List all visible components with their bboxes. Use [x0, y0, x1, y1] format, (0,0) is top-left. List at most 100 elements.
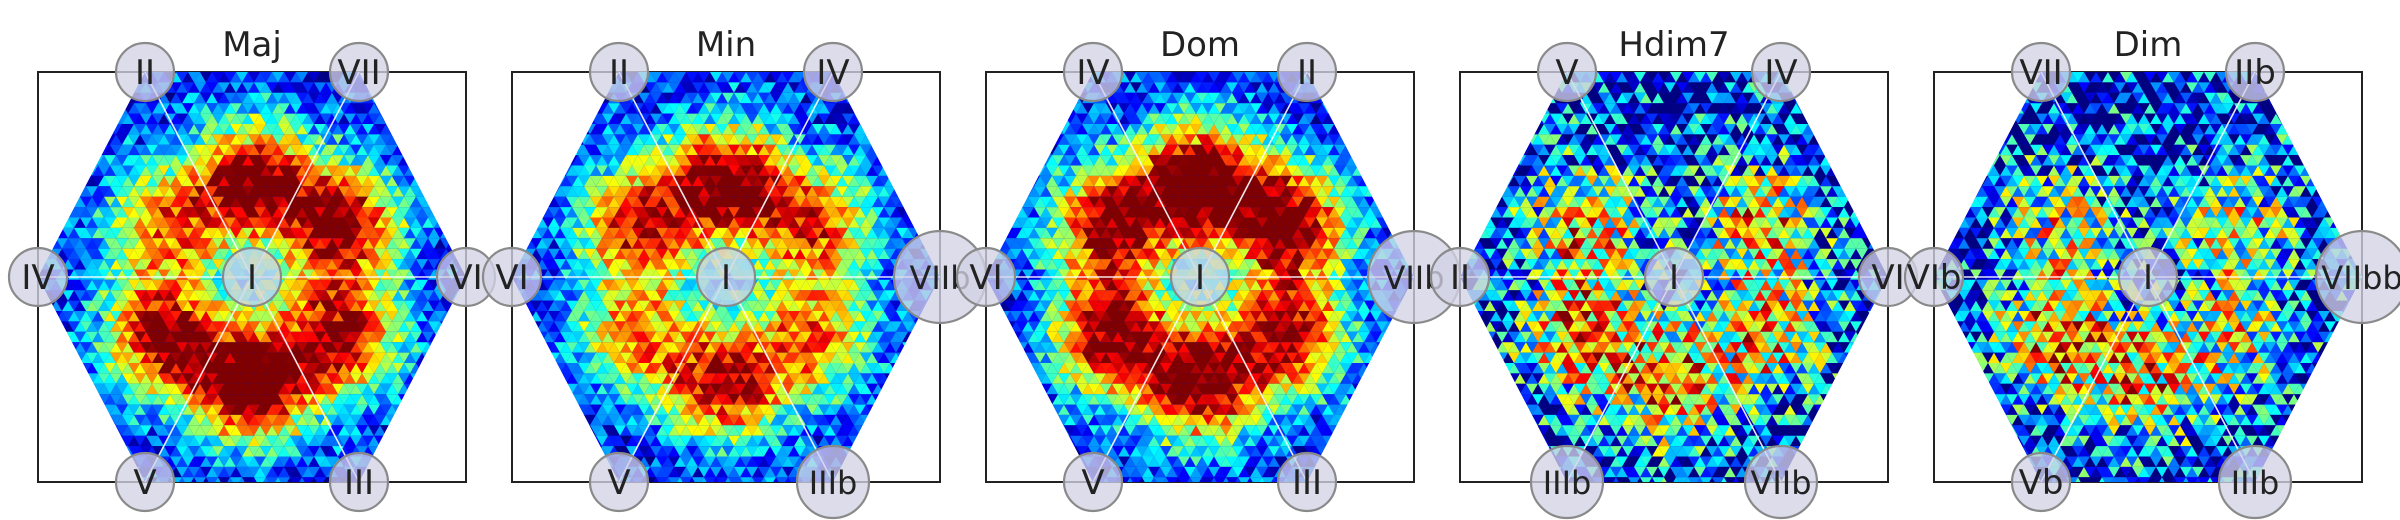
heatmap-cell — [878, 134, 890, 145]
heatmap-cell — [848, 321, 860, 332]
heatmap-cell — [584, 238, 596, 249]
heatmap-cell — [320, 134, 332, 145]
heatmap-cell — [782, 124, 794, 135]
heatmap-cell — [566, 134, 578, 145]
heatmap-cell — [386, 217, 398, 228]
heatmap-cell — [440, 92, 452, 104]
heatmap-cell — [86, 238, 98, 249]
heatmap-cell — [302, 124, 314, 135]
heatmap-cell — [308, 217, 320, 228]
heatmap-cell — [260, 227, 272, 239]
heatmap-cell — [320, 155, 332, 166]
heatmap-cell — [176, 321, 188, 332]
heatmap-cell — [458, 103, 466, 114]
heatmap-cell — [308, 435, 320, 447]
heatmap-cell — [146, 155, 158, 166]
heatmap-cell — [932, 175, 940, 187]
heatmap-cell — [476, 103, 488, 113]
heatmap-cell — [158, 352, 170, 363]
heatmap-cell — [80, 300, 92, 311]
heatmap-cell — [458, 394, 466, 405]
heatmap-cell — [560, 217, 572, 228]
heatmap-cell — [920, 82, 932, 93]
heatmap-cell — [914, 321, 926, 332]
heatmap-cell — [368, 175, 380, 187]
heatmap-cell — [446, 144, 458, 156]
heatmap-cell — [620, 103, 632, 114]
heatmap-cell — [140, 196, 152, 208]
heatmap-cell — [236, 488, 248, 498]
heatmap-cell — [656, 124, 668, 135]
heatmap-cell — [560, 82, 572, 93]
heatmap-cell — [884, 259, 896, 270]
heatmap-cell — [842, 175, 854, 187]
heatmap-cell — [914, 207, 926, 218]
heatmap-cell — [152, 113, 164, 124]
heatmap-cell — [428, 134, 440, 145]
heatmap-cell — [458, 331, 466, 343]
heatmap-cell — [80, 165, 92, 176]
heatmap-cell — [128, 124, 140, 135]
heatmap-cell — [452, 124, 464, 135]
heatmap-cell — [386, 175, 398, 187]
heatmap-cell — [872, 175, 884, 187]
heatmap-cell — [932, 82, 940, 93]
heatmap-cell — [680, 269, 692, 280]
heatmap-cell — [254, 207, 266, 218]
heatmap-cell — [572, 217, 584, 228]
heatmap-cell — [428, 425, 440, 436]
heatmap-cell — [260, 155, 272, 166]
heatmap-cell — [230, 196, 242, 208]
heatmap-cell — [104, 425, 116, 436]
heatmap-cell — [890, 144, 902, 156]
heatmap-cell — [758, 165, 770, 176]
heatmap-cell — [380, 394, 392, 405]
heatmap-cell — [608, 113, 620, 124]
heatmap-cell — [68, 103, 80, 114]
heatmap-cell — [476, 93, 488, 103]
heatmap-cell — [74, 82, 86, 93]
heatmap-cell — [128, 404, 140, 415]
heatmap-cell — [56, 165, 68, 176]
heatmap-cell — [836, 113, 848, 124]
heatmap-cell — [224, 394, 236, 405]
heatmap-cell — [416, 248, 428, 260]
heatmap-cell — [212, 248, 224, 260]
heatmap-cell — [236, 404, 248, 415]
heatmap-cell — [602, 300, 614, 311]
heatmap-cell — [668, 113, 680, 124]
heatmap-cell — [86, 259, 98, 270]
heatmap-cell — [242, 414, 254, 426]
heatmap-cell — [302, 311, 314, 322]
heatmap-cell — [392, 446, 404, 457]
heatmap-cell — [782, 72, 794, 83]
heatmap-cell — [818, 175, 830, 187]
heatmap-cell — [314, 82, 326, 93]
heatmap-cell — [308, 248, 320, 260]
heatmap-cell — [884, 248, 896, 260]
heatmap-cell — [386, 456, 398, 467]
heatmap-cell — [56, 373, 68, 384]
heatmap-cell — [944, 114, 956, 124]
heatmap-cell — [818, 113, 830, 124]
heatmap-cell — [392, 238, 404, 249]
heatmap-cell — [722, 103, 734, 114]
heatmap-cell — [782, 134, 794, 145]
heatmap-cell — [122, 207, 134, 218]
heatmap-cell — [392, 103, 404, 114]
heatmap-cell — [158, 269, 170, 280]
heatmap-cell — [74, 124, 86, 135]
heatmap-cell — [170, 269, 182, 280]
heatmap-cell — [398, 124, 410, 135]
heatmap-cell — [110, 259, 122, 270]
heatmap-cell — [650, 311, 662, 322]
heatmap-cell — [902, 175, 914, 187]
heatmap-cell — [254, 321, 266, 332]
heatmap-cell — [416, 466, 428, 478]
heatmap-cell — [572, 259, 584, 270]
heatmap-cell — [362, 342, 374, 353]
heatmap-cell — [86, 425, 98, 436]
heatmap-cell — [98, 446, 110, 457]
heatmap-cell — [740, 92, 752, 104]
